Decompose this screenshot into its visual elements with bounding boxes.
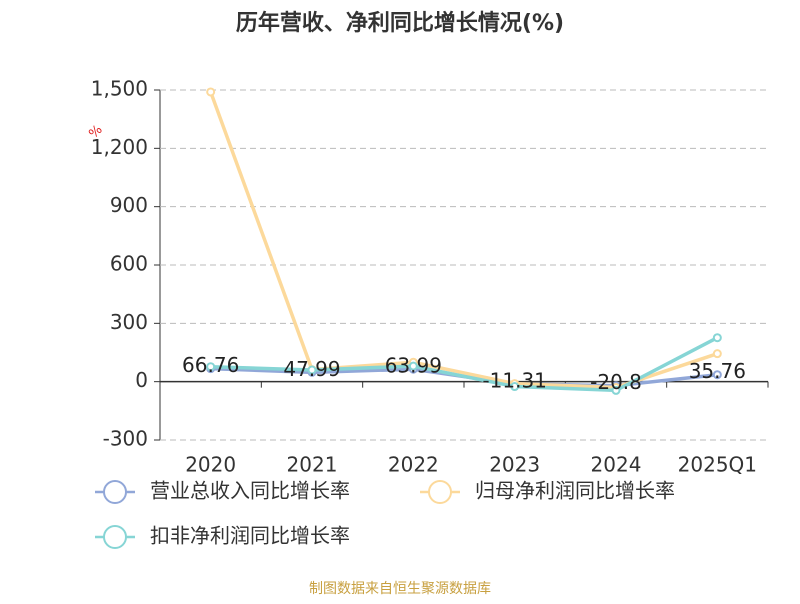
legend-label: 营业总收入同比增长率 bbox=[150, 479, 350, 503]
chart-title: 历年营收、净利同比增长情况(%) bbox=[236, 10, 564, 36]
point bbox=[712, 333, 722, 343]
y-tick-label: 1,500 bbox=[91, 77, 148, 101]
point bbox=[712, 349, 722, 359]
point bbox=[307, 365, 317, 375]
legend-marker bbox=[103, 525, 127, 549]
value-label: 47.99 bbox=[283, 357, 340, 381]
value-label: -11.31 bbox=[482, 368, 546, 392]
value-label: -20.8 bbox=[590, 370, 642, 394]
legend-label: 扣非净利润同比增长率 bbox=[150, 524, 350, 548]
x-tick-label: 2023 bbox=[489, 453, 540, 477]
y-tick-label: 0 bbox=[135, 368, 148, 392]
x-tick-label: 2022 bbox=[388, 453, 439, 477]
legend-label: 归母净利润同比增长率 bbox=[475, 479, 675, 503]
y-tick-label: 300 bbox=[110, 310, 148, 334]
point bbox=[712, 370, 722, 380]
point bbox=[510, 382, 520, 392]
x-tick-label: 2025Q1 bbox=[678, 453, 757, 477]
legend-marker bbox=[428, 480, 452, 504]
x-tick-label: 2021 bbox=[287, 453, 338, 477]
x-tick-label: 2024 bbox=[591, 453, 642, 477]
y-tick-label: 1,200 bbox=[91, 135, 148, 159]
point bbox=[408, 361, 418, 371]
source-note: 制图数据来自恒生聚源数据库 bbox=[309, 581, 491, 597]
value-label: 63.99 bbox=[385, 354, 442, 378]
legend-marker bbox=[103, 480, 127, 504]
point bbox=[206, 87, 216, 97]
series-line bbox=[209, 91, 718, 390]
point bbox=[206, 362, 216, 372]
point bbox=[611, 385, 621, 395]
value-label: 35.76 bbox=[689, 359, 746, 383]
value-label: 66.76 bbox=[182, 353, 239, 377]
series-line bbox=[210, 336, 719, 393]
x-tick-label: 2020 bbox=[185, 453, 236, 477]
y-tick-label: 600 bbox=[110, 252, 148, 276]
y-tick-label: 900 bbox=[110, 193, 148, 217]
y-tick-label: -300 bbox=[103, 427, 148, 451]
